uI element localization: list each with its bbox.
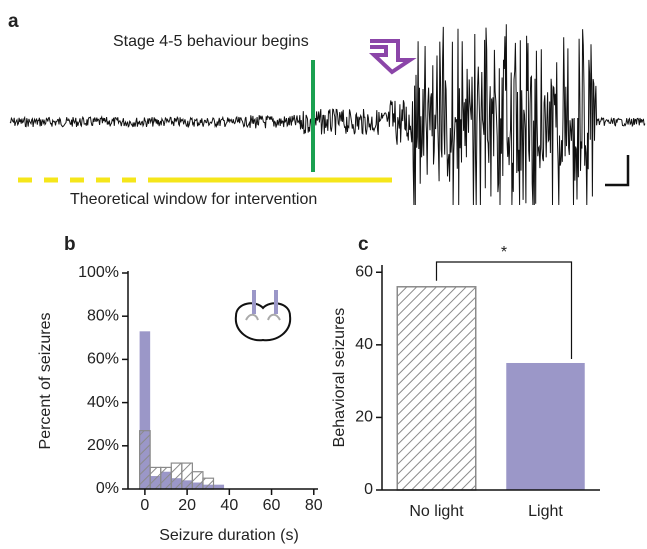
window-label: Theoretical window for intervention: [70, 191, 317, 208]
hist-bar: [191, 471, 204, 490]
y-tick-label: 100%: [78, 264, 119, 281]
hist-bar: [181, 462, 193, 490]
x-tick-label: 60: [263, 497, 281, 514]
x-tick-label: Light: [528, 503, 563, 520]
y-tick-label: 0: [364, 481, 373, 498]
panel-label: b: [64, 234, 76, 255]
y-tick-label: 40: [355, 336, 373, 353]
brain-icon: [234, 290, 292, 342]
hist-bar: [139, 430, 151, 490]
y-axis-label: Behavioral seizures: [331, 308, 348, 448]
arrow: [368, 39, 417, 75]
x-tick-label: 80: [305, 497, 323, 514]
y-tick-label: 60%: [87, 351, 119, 368]
x-tick-label: No light: [409, 503, 464, 520]
y-tick-label: 0%: [96, 480, 119, 497]
bar: [506, 362, 585, 490]
hist-bar: [170, 462, 183, 490]
y-tick-label: 80%: [87, 307, 119, 324]
bar: [396, 286, 477, 491]
significance-star: *: [501, 244, 507, 261]
annotation: Stage 4-5 behaviour begins: [113, 33, 309, 50]
hist-bar: [213, 484, 225, 489]
x-tick-label: 40: [220, 497, 238, 514]
hist-bar: [139, 331, 151, 489]
x-axis-label: Seizure duration (s): [159, 527, 299, 544]
eeg-trace: [9, 24, 646, 206]
hist-bar: [160, 466, 172, 490]
hist-bar: [149, 466, 162, 490]
y-tick-label: 20%: [87, 437, 119, 454]
x-tick-label: 20: [178, 497, 196, 514]
y-tick-label: 60: [355, 263, 373, 280]
significance-bracket: [435, 261, 573, 359]
hist-bar: [202, 477, 215, 490]
y-tick-label: 40%: [87, 394, 119, 411]
y-axis-label: Percent of seizures: [37, 313, 54, 450]
scale-bar: [605, 155, 630, 187]
x-tick-label: 0: [140, 497, 149, 514]
y-tick-label: 20: [355, 409, 373, 426]
panel-label: c: [358, 234, 369, 255]
panel-label: a: [8, 11, 19, 32]
